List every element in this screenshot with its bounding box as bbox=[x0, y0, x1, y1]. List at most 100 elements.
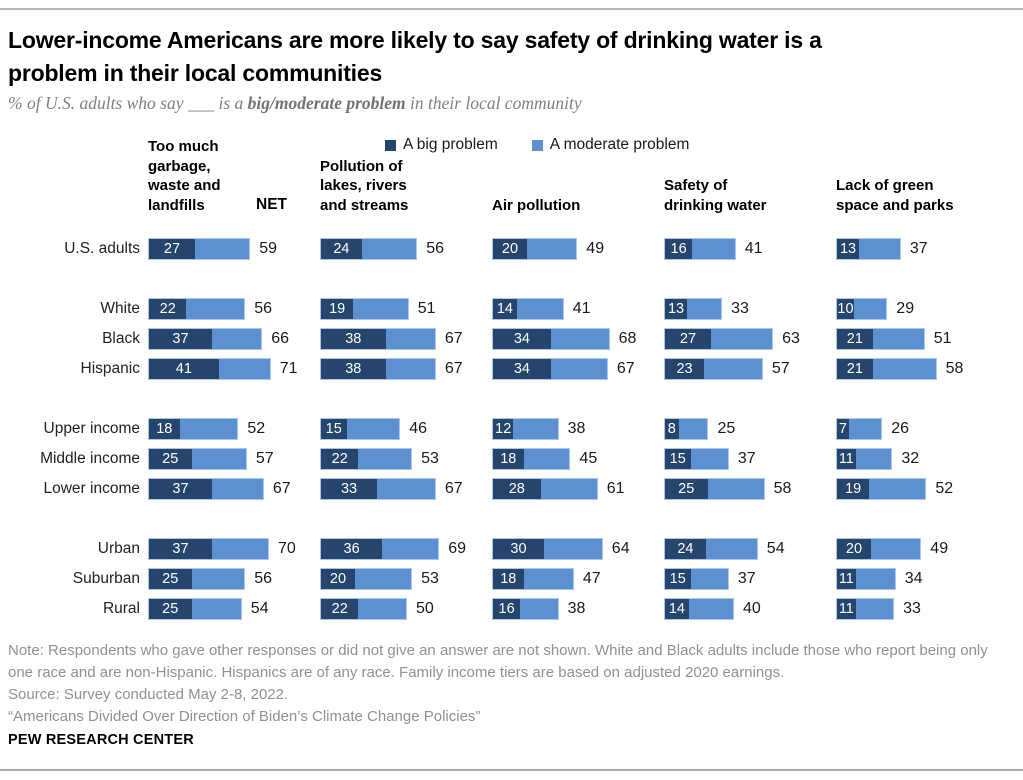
moderate-problem-segment bbox=[191, 599, 241, 619]
stacked-bar: 15 bbox=[664, 448, 729, 470]
bar-cell: 15 46 bbox=[320, 418, 492, 440]
bar-cell: 13 37 bbox=[836, 238, 1008, 260]
bar-cell: 22 50 bbox=[320, 598, 492, 620]
legend: A big problem A moderate problem bbox=[385, 136, 689, 154]
chart-row: Black 37 66 38 67 34 68 27 63 21 51 bbox=[8, 324, 1015, 354]
chart-row: White 22 56 19 51 14 41 13 33 10 29 bbox=[8, 294, 1015, 324]
bar-cell: 18 45 bbox=[492, 448, 664, 470]
big-problem-segment: 22 bbox=[321, 449, 359, 469]
big-problem-segment: 34 bbox=[493, 329, 551, 349]
bar-cell: 24 56 bbox=[320, 238, 492, 260]
big-problem-segment: 24 bbox=[665, 539, 706, 559]
moderate-problem-segment bbox=[346, 419, 400, 439]
bar-cell: 18 52 bbox=[148, 418, 320, 440]
bar-cell: 13 33 bbox=[664, 298, 836, 320]
moderate-problem-segment bbox=[385, 359, 435, 379]
stacked-bar: 18 bbox=[148, 418, 239, 440]
bar-cell: 20 49 bbox=[836, 538, 1008, 560]
big-problem-segment: 13 bbox=[665, 299, 688, 319]
stacked-bar: 24 bbox=[664, 538, 758, 560]
column-header: Too much garbage, waste and landfills NET bbox=[148, 137, 320, 216]
chart-subtitle: % of U.S. adults who say ___ is a big/mo… bbox=[8, 93, 1008, 114]
big-problem-segment: 18 bbox=[493, 569, 524, 589]
big-problem-segment: 20 bbox=[321, 569, 355, 589]
bar-cell: 27 59 bbox=[148, 238, 320, 260]
bar-groups: U.S. adults 27 59 24 56 20 49 16 41 13 37 White 22 56… bbox=[8, 234, 1015, 624]
big-problem-segment: 37 bbox=[149, 329, 212, 349]
stacked-bar: 7 bbox=[836, 418, 883, 440]
net-value: 67 bbox=[444, 360, 463, 377]
moderate-problem-segment bbox=[855, 569, 895, 589]
big-problem-segment: 28 bbox=[493, 479, 541, 499]
net-value: 51 bbox=[933, 330, 952, 347]
moderate-problem-segment bbox=[688, 599, 733, 619]
row-label: Upper income bbox=[43, 420, 141, 437]
net-value: 49 bbox=[586, 240, 605, 257]
net-value: 49 bbox=[930, 540, 949, 557]
stacked-bar: 8 bbox=[664, 418, 709, 440]
big-problem-segment: 30 bbox=[493, 539, 544, 559]
big-problem-segment: 38 bbox=[321, 329, 386, 349]
moderate-problem-segment bbox=[355, 569, 412, 589]
big-problem-segment: 15 bbox=[665, 569, 691, 589]
moderate-problem-segment bbox=[544, 539, 602, 559]
moderate-problem-segment bbox=[848, 419, 882, 439]
stacked-bar: 12 bbox=[492, 418, 559, 440]
stacked-bar: 33 bbox=[320, 478, 436, 500]
stacked-bar: 15 bbox=[664, 568, 729, 590]
stacked-bar: 41 bbox=[148, 358, 271, 380]
moderate-problem-segment bbox=[186, 299, 245, 319]
column-headers: Too much garbage, waste and landfills NET… bbox=[148, 134, 1015, 216]
net-value: 70 bbox=[277, 540, 296, 557]
net-value: 51 bbox=[417, 300, 436, 317]
chart-row: U.S. adults 27 59 24 56 20 49 16 41 13 37 bbox=[8, 234, 1015, 264]
moderate-problem-segment bbox=[211, 479, 263, 499]
stacked-bar: 18 bbox=[492, 568, 574, 590]
stacked-bar: 36 bbox=[320, 538, 440, 560]
pew-research-center-wordmark: PEW RESEARCH CENTER bbox=[8, 732, 194, 748]
bar-cell: 11 33 bbox=[836, 598, 1008, 620]
big-problem-segment: 20 bbox=[837, 539, 871, 559]
stacked-bar: 37 bbox=[148, 478, 264, 500]
moderate-problem-segment bbox=[872, 359, 936, 379]
legend-label: A moderate problem bbox=[549, 136, 690, 153]
net-value: 41 bbox=[572, 300, 591, 317]
big-problem-segment: 25 bbox=[149, 599, 192, 619]
moderate-problem-segment bbox=[705, 539, 757, 559]
stacked-bar: 13 bbox=[664, 298, 723, 320]
net-value: 53 bbox=[421, 450, 439, 467]
moderate-problem-swatch bbox=[531, 139, 543, 151]
net-value: 59 bbox=[259, 240, 278, 257]
big-problem-segment: 7 bbox=[837, 419, 849, 439]
net-value: 32 bbox=[901, 450, 920, 467]
bar-cell: 14 40 bbox=[664, 598, 836, 620]
moderate-problem-segment bbox=[179, 419, 238, 439]
net-value: 67 bbox=[616, 360, 635, 377]
chart-title: Lower-income Americans are more likely t… bbox=[8, 27, 822, 86]
moderate-problem-segment bbox=[678, 419, 708, 439]
stacked-bar: 21 bbox=[836, 328, 925, 350]
net-value: 58 bbox=[945, 360, 964, 377]
subtitle-suffix: in their local community bbox=[405, 93, 582, 113]
moderate-problem-segment bbox=[854, 299, 887, 319]
big-problem-segment: 19 bbox=[837, 479, 870, 499]
moderate-problem-segment bbox=[353, 299, 408, 319]
net-value: 37 bbox=[737, 450, 756, 467]
net-value: 58 bbox=[773, 480, 792, 497]
moderate-problem-segment bbox=[704, 359, 762, 379]
bar-cell: 38 67 bbox=[320, 358, 492, 380]
bar-cell: 30 64 bbox=[492, 538, 664, 560]
row-group: U.S. adults 27 59 24 56 20 49 16 41 13 37 bbox=[8, 234, 1015, 264]
moderate-problem-segment bbox=[191, 569, 245, 589]
moderate-problem-segment bbox=[690, 449, 728, 469]
stacked-bar: 20 bbox=[492, 238, 578, 260]
column-header-label: Air pollution bbox=[492, 197, 581, 215]
big-problem-segment: 16 bbox=[493, 599, 521, 619]
subtitle-emphasis: big/moderate problem bbox=[247, 93, 406, 113]
stacked-bar: 22 bbox=[320, 448, 413, 470]
big-problem-segment: 37 bbox=[149, 539, 212, 559]
big-problem-segment: 15 bbox=[321, 419, 347, 439]
net-value: 41 bbox=[744, 240, 763, 257]
big-problem-segment: 12 bbox=[493, 419, 514, 439]
moderate-problem-segment bbox=[692, 239, 735, 259]
